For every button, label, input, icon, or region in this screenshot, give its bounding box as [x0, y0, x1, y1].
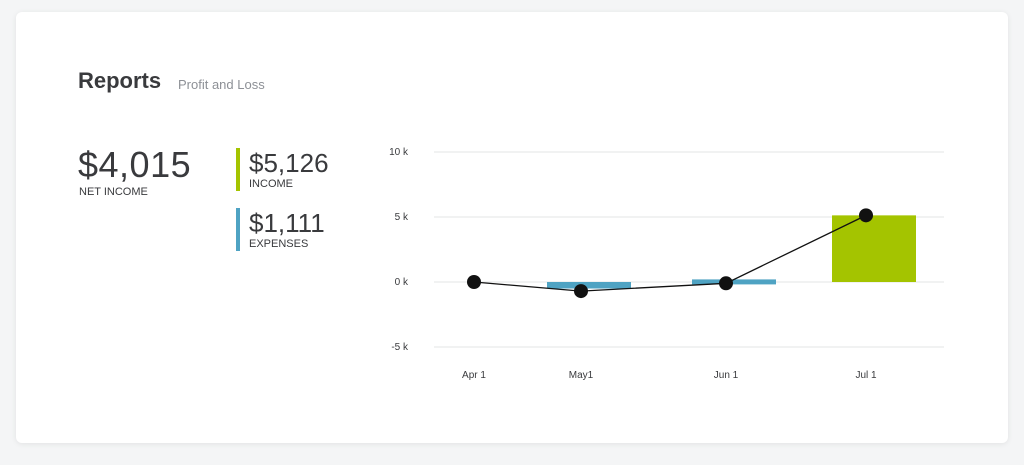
expenses-bar: [547, 282, 631, 289]
report-card: Reports Profit and Loss $4,015 NET INCOM…: [16, 12, 1008, 443]
income-color-bar: [236, 148, 240, 191]
y-tick-label: -5 k: [391, 342, 409, 353]
expenses-bar: [692, 279, 776, 285]
x-tick-label: May1: [569, 370, 594, 381]
net-income-point: [467, 275, 481, 289]
profit-loss-chart: 10 k 5 k 0 k -5 k Apr 1 May1 Jun 1 Jul 1: [389, 147, 944, 381]
net-income-line: [473, 214, 867, 292]
expenses-label: EXPENSES: [249, 238, 309, 250]
x-tick-label: Apr 1: [462, 370, 486, 381]
x-tick-label: Jul 1: [855, 370, 877, 381]
net-income-point: [719, 276, 733, 291]
y-tick-label: 0 k: [395, 277, 409, 288]
income-bar: [832, 215, 916, 282]
expenses-value: $1,111: [249, 208, 325, 238]
net-income-label: NET INCOME: [79, 186, 148, 198]
y-tick-label: 10 k: [389, 147, 409, 158]
x-tick-label: Jun 1: [714, 370, 739, 381]
expenses-color-bar: [236, 208, 240, 251]
net-income-value: $4,015: [78, 144, 192, 185]
income-value: $5,126: [249, 148, 329, 178]
page-title: Reports: [78, 68, 162, 93]
page-subtitle: Profit and Loss: [178, 77, 265, 92]
income-label: INCOME: [249, 178, 293, 190]
net-income-point: [859, 208, 873, 223]
net-income-point: [574, 284, 588, 299]
y-tick-label: 5 k: [395, 212, 409, 223]
